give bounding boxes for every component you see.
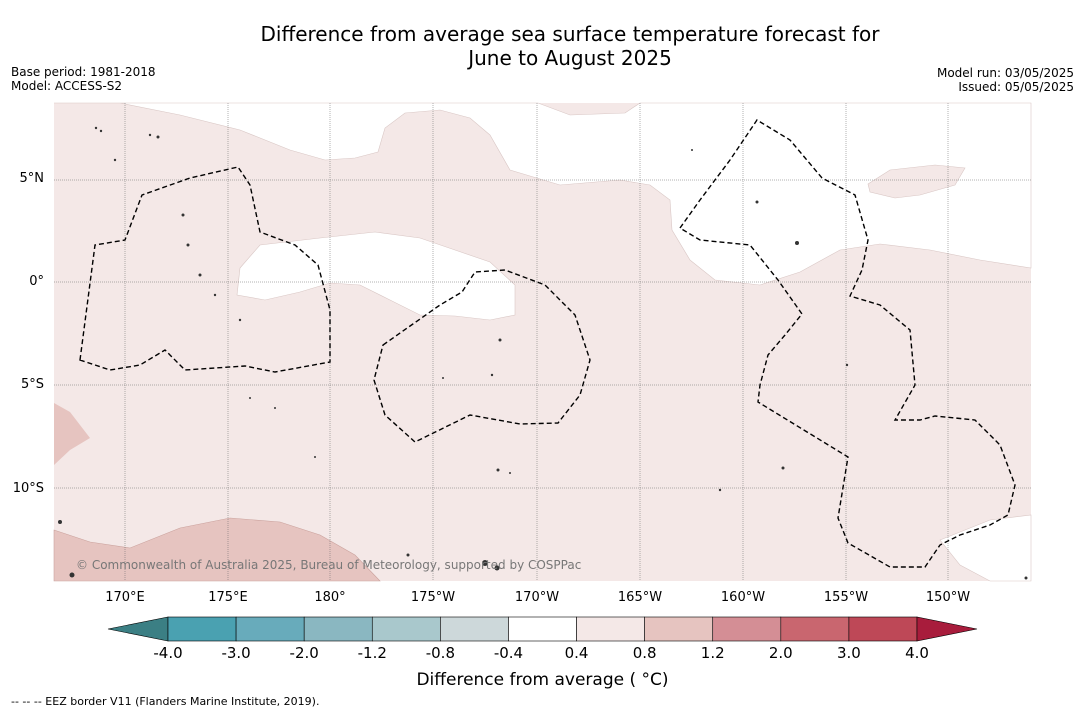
colorbar-tick-label: -2.0: [289, 644, 319, 662]
issued-date: Issued: 05/05/2025: [958, 80, 1074, 94]
colorbar-tick-label: 4.0: [905, 644, 929, 662]
gridlines: [54, 103, 1031, 581]
colorbar-segment: [780, 616, 850, 642]
colorbar-segment: [440, 616, 509, 642]
lon-label: 175°W: [410, 590, 456, 605]
colorbar-tick-label: 1.2: [700, 644, 725, 662]
colorbar-segment: [712, 616, 782, 642]
colorbar-extend-high: [916, 616, 978, 642]
colorbar-segment: [644, 616, 714, 642]
colorbar-segment: [303, 616, 373, 642]
colorbar-extend-low: [107, 616, 169, 642]
colorbar-segment: [235, 616, 305, 642]
lat-label: 0°: [29, 274, 44, 289]
title-line-1: Difference from average sea surface temp…: [260, 22, 880, 46]
title-line-2: June to August 2025: [468, 46, 672, 70]
colorbar-segment: [371, 616, 441, 642]
colorbar-segment: [848, 616, 918, 642]
meta-right: Model run: 03/05/2025 Issued: 05/05/2025: [937, 66, 1074, 94]
colorbar-tick-label: 0.8: [632, 644, 657, 662]
lon-label: 150°W: [925, 590, 971, 605]
eez-borders: [79, 119, 1016, 568]
anomaly-patch-ne: [867, 164, 966, 199]
colorbar-tick-label: 2.0: [768, 644, 793, 662]
lon-label: 180°: [314, 590, 346, 605]
meta-left: Base period: 1981-2018 Model: ACCESS-S2: [11, 65, 156, 93]
lon-label: 165°W: [617, 590, 663, 605]
warm-patch-west: [54, 403, 90, 465]
colorbar-title: Difference from average ( °C): [416, 670, 669, 690]
colorbar-segment: [576, 616, 645, 642]
map-title: Difference from average sea surface temp…: [170, 22, 970, 70]
lon-label: 160°W: [720, 590, 766, 605]
warm-patch-sw: [53, 517, 381, 582]
model-run: Model run: 03/05/2025: [936, 66, 1074, 80]
lon-label: 175°E: [208, 590, 248, 605]
lat-label: 5°N: [19, 171, 45, 186]
neutral-region-north: [54, 102, 1032, 286]
colorbar-tick-label: -0.8: [425, 644, 455, 662]
colorbar-tick-label: 3.0: [836, 644, 861, 662]
colorbar: [107, 616, 978, 642]
lat-label: 5°S: [20, 377, 44, 392]
lon-label: 155°W: [823, 590, 869, 605]
colorbar-tick-label: -3.0: [221, 644, 251, 662]
colorbar-tick-label: -1.2: [357, 644, 387, 662]
model-name: Model: ACCESS-S2: [11, 79, 123, 93]
lat-label: 10°S: [12, 481, 44, 496]
lon-label: 170°W: [514, 590, 560, 605]
map-area: [53, 102, 1032, 582]
colorbar-tick-label: -0.4: [493, 644, 524, 662]
copyright-notice: © Commonwealth of Australia 2025, Bureau…: [76, 558, 582, 572]
colorbar-tick-label: 0.4: [564, 644, 589, 662]
colorbar-segment: [167, 616, 237, 642]
neutral-region-central: [236, 231, 516, 321]
colorbar-tick-label: -4.0: [153, 644, 183, 662]
colorbar-segment: [508, 616, 577, 642]
base-period: Base period: 1981-2018: [11, 65, 156, 79]
lon-label: 170°E: [105, 590, 145, 605]
neutral-region-se: [939, 514, 1032, 582]
eez-footnote: -- -- -- EEZ border V11 (Flanders Marine…: [11, 695, 320, 708]
islands: [58, 126, 1028, 580]
